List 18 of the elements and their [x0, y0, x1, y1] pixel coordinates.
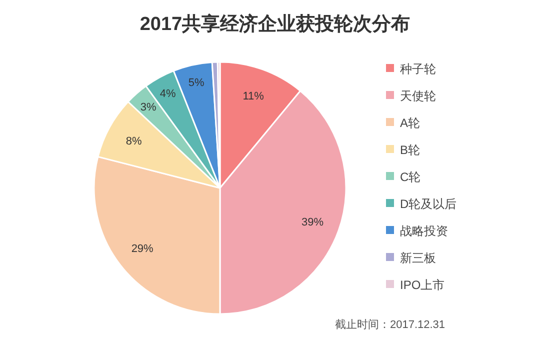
legend-label: 天使轮: [400, 89, 436, 103]
data-label: 29%: [131, 243, 154, 256]
data-label: 5%: [188, 77, 205, 90]
legend-label: IPO上市: [400, 278, 445, 292]
data-label: 39%: [301, 216, 324, 228]
legend-label: D轮及以后: [400, 197, 457, 211]
data-label: 4%: [160, 88, 176, 100]
data-label: 8%: [126, 136, 142, 148]
legend-label: 种子轮: [400, 62, 436, 76]
legend-label: C轮: [400, 170, 421, 184]
data-label: 3%: [140, 102, 157, 114]
text: 截止时间：2017.12.31: [334, 318, 446, 331]
chart-title: 2017共享经济企业获投轮次分布: [140, 13, 410, 35]
legend-label: 新三板: [400, 251, 436, 265]
legend-label: 战略投资: [400, 224, 448, 238]
legend-label: B轮: [400, 143, 420, 157]
legend-label: A轮: [400, 116, 420, 130]
data-label: 11%: [242, 90, 264, 103]
